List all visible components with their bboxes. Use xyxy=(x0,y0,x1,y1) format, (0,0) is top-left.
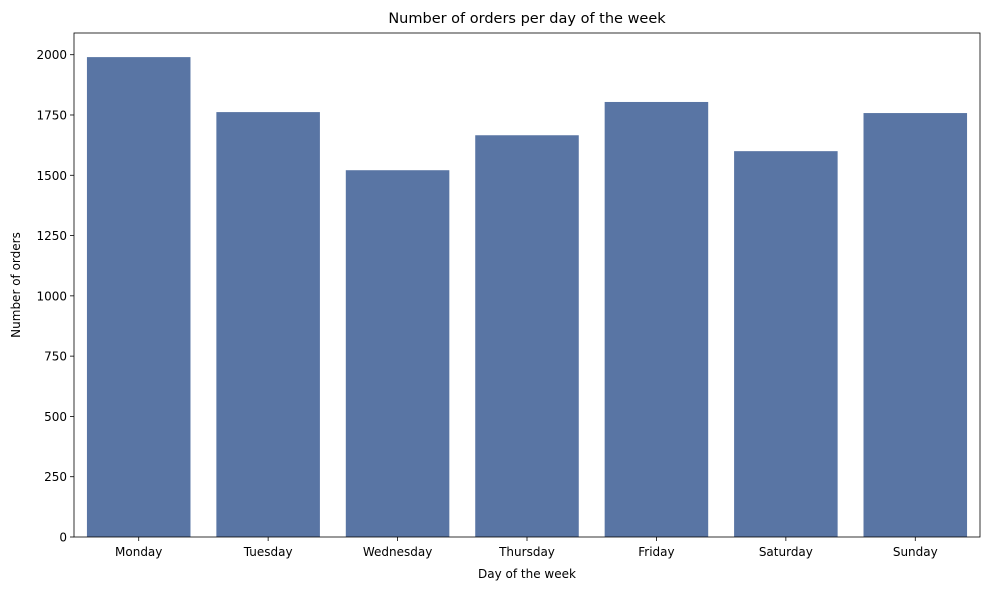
y-tick-label: 1750 xyxy=(36,108,67,122)
y-tick-label: 2000 xyxy=(36,48,67,62)
y-tick-label: 250 xyxy=(44,470,67,484)
x-axis: Monday Tuesday Wednesday Thursday Friday Satu… xyxy=(115,537,938,559)
y-axis: 0 250 500 750 1000 1250 1500 1750 2000 xyxy=(36,48,74,545)
bar-wednesday xyxy=(345,170,450,537)
y-tick-label: 1500 xyxy=(36,169,67,183)
bar-saturday xyxy=(734,151,838,537)
bar-friday xyxy=(604,101,709,537)
chart-title: Number of orders per day of the week xyxy=(388,11,666,27)
y-tick-label: 1250 xyxy=(36,229,67,243)
y-tick-label: 1000 xyxy=(36,289,67,303)
y-tick-label: 0 xyxy=(59,531,67,545)
y-tick-label: 500 xyxy=(44,410,67,424)
bar-thursday xyxy=(475,135,579,537)
x-tick-label-tuesday: Tuesday xyxy=(243,545,293,559)
x-tick-label-wednesday: Wednesday xyxy=(363,545,432,559)
bar-tuesday xyxy=(216,112,320,537)
x-tick-label-thursday: Thursday xyxy=(498,545,555,559)
y-tick-label: 750 xyxy=(44,350,67,364)
bar-sunday xyxy=(863,113,968,537)
x-tick-label-friday: Friday xyxy=(638,545,674,559)
y-axis-title: Number of orders xyxy=(9,232,23,338)
x-tick-label-sunday: Sunday xyxy=(893,545,938,559)
x-axis-title: Day of the week xyxy=(478,567,576,581)
bar-monday xyxy=(86,57,191,538)
bars-group xyxy=(86,57,968,538)
x-tick-label-saturday: Saturday xyxy=(759,545,813,559)
x-tick-label-monday: Monday xyxy=(115,545,162,559)
